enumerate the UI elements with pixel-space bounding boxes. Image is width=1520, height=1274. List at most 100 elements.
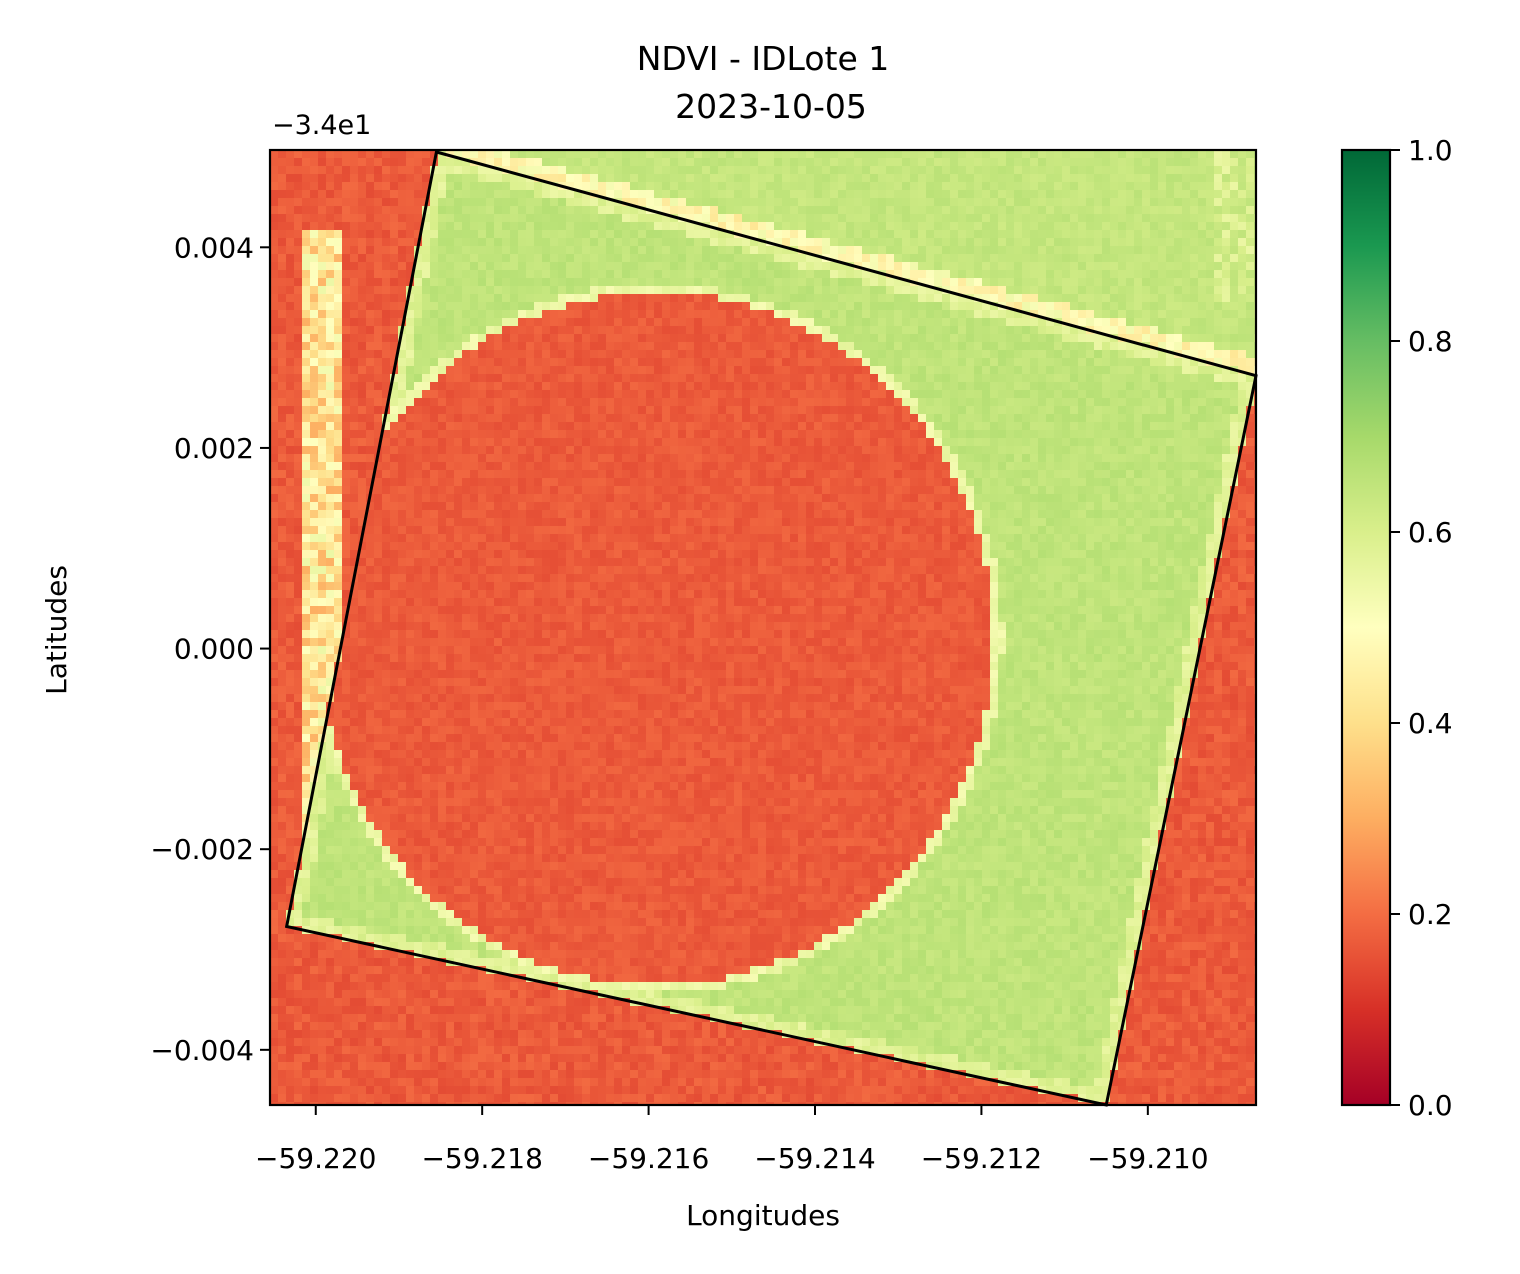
- ndvi-cell: [334, 278, 343, 287]
- ndvi-cell: [1246, 214, 1255, 223]
- ndvi-cell: [846, 430, 855, 439]
- ndvi-cell: [606, 190, 615, 199]
- ndvi-cell: [1158, 222, 1167, 231]
- ndvi-cell: [606, 222, 615, 231]
- ndvi-cell: [566, 222, 575, 231]
- ndvi-cell: [1086, 310, 1095, 319]
- ndvi-cell: [334, 342, 343, 351]
- ndvi-cell: [558, 406, 567, 415]
- ndvi-cell: [638, 158, 647, 167]
- ndvi-cell: [1006, 262, 1015, 271]
- ndvi-cell: [662, 382, 671, 391]
- ndvi-cell: [1038, 310, 1047, 319]
- ndvi-cell: [830, 302, 839, 311]
- ndvi-cell: [822, 310, 831, 319]
- ndvi-cell: [998, 278, 1007, 287]
- ndvi-cell: [926, 398, 935, 407]
- ndvi-cell: [478, 270, 487, 279]
- ndvi-cell: [510, 214, 519, 223]
- ndvi-cell: [862, 182, 871, 191]
- ndvi-cell: [598, 166, 607, 175]
- ndvi-cell: [390, 470, 399, 479]
- ndvi-cell: [942, 382, 951, 391]
- ndvi-cell: [1030, 222, 1039, 231]
- ndvi-cell: [1182, 406, 1191, 415]
- ndvi-cell: [462, 454, 471, 463]
- ndvi-cell: [1222, 406, 1231, 415]
- ndvi-cell: [486, 302, 495, 311]
- ndvi-cell: [518, 430, 527, 439]
- ndvi-cell: [1174, 326, 1183, 335]
- ndvi-cell: [278, 398, 287, 407]
- ndvi-cell: [438, 470, 447, 479]
- ndvi-cell: [918, 342, 927, 351]
- ndvi-cell: [710, 406, 719, 415]
- ndvi-cell: [270, 286, 279, 295]
- ndvi-cell: [534, 222, 543, 231]
- ndvi-cell: [958, 430, 967, 439]
- ndvi-cell: [934, 454, 943, 463]
- ndvi-cell: [918, 398, 927, 407]
- ndvi-cell: [1134, 462, 1143, 471]
- ndvi-cell: [550, 222, 559, 231]
- ndvi-cell: [934, 230, 943, 239]
- ndvi-cell: [1014, 302, 1023, 311]
- ndvi-cell: [1070, 174, 1079, 183]
- ndvi-cell: [902, 310, 911, 319]
- ndvi-cell: [710, 342, 719, 351]
- ndvi-cell: [398, 358, 407, 367]
- ndvi-cell: [1006, 166, 1015, 175]
- ndvi-cell: [558, 262, 567, 271]
- ndvi-cell: [878, 334, 887, 343]
- ndvi-cell: [566, 318, 575, 327]
- ndvi-cell: [1190, 270, 1199, 279]
- ndvi-cell: [798, 462, 807, 471]
- ndvi-cell: [606, 454, 615, 463]
- ndvi-cell: [574, 438, 583, 447]
- ndvi-cell: [726, 150, 735, 159]
- ndvi-cell: [806, 398, 815, 407]
- ndvi-cell: [1038, 326, 1047, 335]
- ndvi-cell: [830, 342, 839, 351]
- ndvi-cell: [494, 294, 503, 303]
- ndvi-cell: [1094, 214, 1103, 223]
- ndvi-cell: [398, 422, 407, 431]
- ndvi-cell: [502, 254, 511, 263]
- ndvi-cell: [558, 174, 567, 183]
- ndvi-cell: [1158, 390, 1167, 399]
- ndvi-cell: [966, 286, 975, 295]
- ndvi-cell: [542, 278, 551, 287]
- ndvi-cell: [910, 150, 919, 159]
- ndvi-cell: [598, 198, 607, 207]
- ndvi-cell: [382, 462, 391, 471]
- ndvi-cell: [310, 222, 319, 231]
- ndvi-cell: [1142, 318, 1151, 327]
- ndvi-cell: [414, 198, 423, 207]
- ndvi-cell: [1230, 222, 1239, 231]
- ndvi-cell: [926, 350, 935, 359]
- ndvi-cell: [1222, 414, 1231, 423]
- ndvi-cell: [1158, 214, 1167, 223]
- ndvi-cell: [574, 150, 583, 159]
- ndvi-cell: [726, 262, 735, 271]
- ndvi-cell: [358, 262, 367, 271]
- ndvi-cell: [1198, 230, 1207, 239]
- ndvi-cell: [1038, 390, 1047, 399]
- ndvi-cell: [630, 294, 639, 303]
- ndvi-cell: [302, 294, 311, 303]
- ndvi-cell: [998, 318, 1007, 327]
- ndvi-cell: [422, 286, 431, 295]
- ndvi-cell: [814, 214, 823, 223]
- ndvi-cell: [1102, 190, 1111, 199]
- ndvi-cell: [1062, 222, 1071, 231]
- ndvi-cell: [838, 294, 847, 303]
- ndvi-cell: [854, 286, 863, 295]
- ndvi-cell: [1062, 206, 1071, 215]
- ndvi-cell: [910, 462, 919, 471]
- ndvi-cell: [718, 390, 727, 399]
- ndvi-cell: [510, 382, 519, 391]
- ndvi-cell: [734, 166, 743, 175]
- ndvi-cell: [1078, 270, 1087, 279]
- ndvi-cell: [766, 462, 775, 471]
- ndvi-cell: [774, 238, 783, 247]
